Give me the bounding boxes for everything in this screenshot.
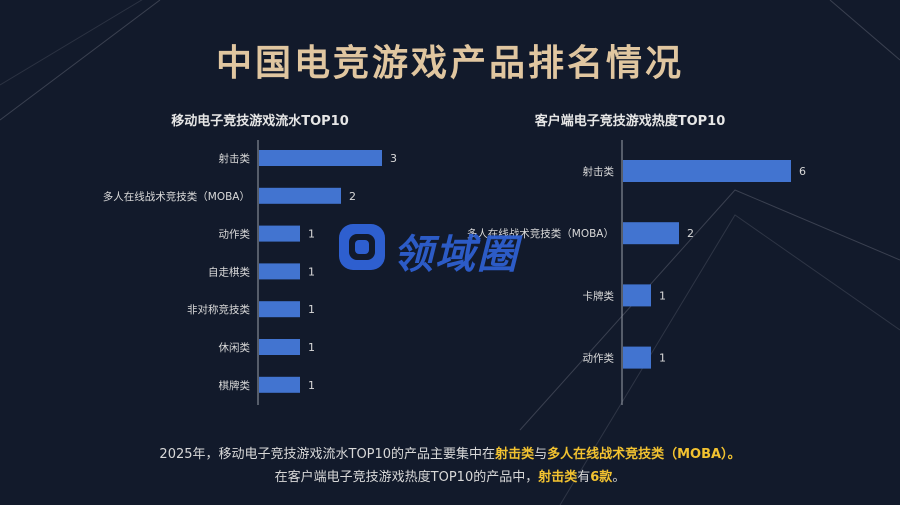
right-chart-category-label: 卡牌类 bbox=[583, 289, 615, 302]
right-chart-category-label: 动作类 bbox=[583, 352, 615, 365]
right-chart-category-label: 多人在线战术竞技类（MOBA） bbox=[467, 227, 614, 240]
page-title: 中国电竞游戏产品排名情况 bbox=[215, 43, 684, 84]
left-chart-bar bbox=[259, 376, 300, 393]
right-chart-value-label: 2 bbox=[687, 227, 694, 240]
footer-text: 。 bbox=[612, 470, 626, 485]
watermark: 领域圈 bbox=[335, 220, 575, 280]
left-chart-value-label: 2 bbox=[349, 190, 356, 203]
footer-line-1: 2025年，移动电子竞技游戏流水TOP10的产品主要集中在射击类与多人在线战术竞… bbox=[0, 443, 900, 462]
left-chart-bar bbox=[259, 339, 300, 355]
left-chart-value-label: 1 bbox=[308, 303, 315, 316]
left-chart-category-label: 多人在线战术竞技类（MOBA） bbox=[103, 190, 250, 203]
footer-text: 。 bbox=[727, 447, 741, 462]
left-chart-value-label: 1 bbox=[308, 265, 315, 278]
left-chart-value-label: 1 bbox=[308, 341, 315, 354]
right-chart-bar bbox=[623, 284, 651, 307]
left-chart-value-label: 1 bbox=[308, 379, 315, 392]
footer-text: 2025年，移动电子竞技游戏流水TOP10的产品主要集中在 bbox=[159, 447, 496, 462]
right-chart-bar bbox=[623, 222, 679, 245]
left-chart-bar bbox=[259, 301, 300, 318]
left-chart-bar bbox=[259, 263, 300, 280]
footer-text: 在客户端电子竞技游戏热度TOP10的产品中， bbox=[274, 470, 539, 485]
left-chart-category-label: 棋牌类 bbox=[219, 379, 251, 392]
footer-highlight: 射击类 bbox=[538, 470, 578, 485]
left-chart-category-label: 自走棋类 bbox=[208, 265, 250, 278]
left-chart-category-label: 非对称竞技类 bbox=[187, 303, 250, 316]
footer-highlight: 多人在线战术竞技类（MOBA） bbox=[547, 447, 728, 462]
left-chart-category-label: 射击类 bbox=[219, 152, 251, 165]
left-chart-category-label: 动作类 bbox=[219, 228, 251, 241]
left-chart-bar bbox=[259, 187, 341, 204]
watermark-text: 领域圈 bbox=[393, 232, 519, 278]
left-chart-value-label: 1 bbox=[308, 228, 315, 241]
footer-highlight: 射击类 bbox=[495, 447, 535, 462]
footer-highlight: 6款 bbox=[590, 470, 613, 485]
footer-text: 有 bbox=[577, 470, 591, 485]
right-chart-value-label: 1 bbox=[659, 289, 666, 302]
right-chart-category-label: 射击类 bbox=[583, 165, 615, 178]
right-chart-value-label: 6 bbox=[799, 165, 806, 178]
left-chart-value-label: 3 bbox=[390, 152, 397, 165]
right-chart-bar bbox=[623, 160, 791, 182]
left-chart-bar bbox=[259, 150, 382, 166]
left-chart-category-label: 休闲类 bbox=[219, 341, 251, 354]
right-chart-title: 客户端电子竞技游戏热度TOP10 bbox=[534, 114, 726, 129]
footer-text: 与 bbox=[534, 447, 548, 462]
right-chart-bar bbox=[623, 346, 651, 369]
left-chart-bar bbox=[259, 225, 300, 242]
footer-line-2: 在客户端电子竞技游戏热度TOP10的产品中，射击类有6款。 bbox=[0, 466, 900, 485]
watermark-logo-icon bbox=[339, 224, 385, 270]
left-chart-title: 移动电子竞技游戏流水TOP10 bbox=[171, 114, 349, 129]
right-chart-value-label: 1 bbox=[659, 352, 666, 365]
